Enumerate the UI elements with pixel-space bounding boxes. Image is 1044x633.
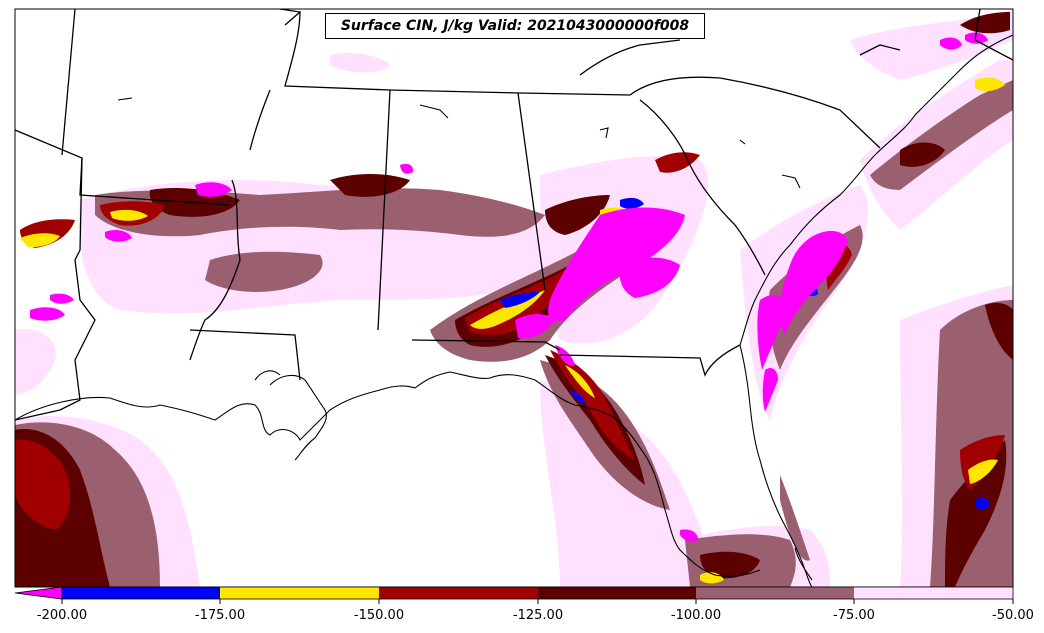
colorbar-bin-5 xyxy=(696,587,854,599)
state-boundaries xyxy=(15,9,1013,421)
colorbar-tick-label: -50.00 xyxy=(992,608,1034,623)
map-title: Surface CIN, J/kg Valid: 2021043000000f0… xyxy=(325,13,705,39)
colorbar-bin-2 xyxy=(220,587,379,599)
colorbar-tick-label: -175.00 xyxy=(194,608,246,623)
colorbar-bin-1 xyxy=(62,587,220,599)
colorbar xyxy=(14,586,1014,604)
colorbar-tick-label: -200.00 xyxy=(36,608,88,623)
colorbar-tick-label: -75.00 xyxy=(833,608,875,623)
colorbar-extend-min xyxy=(14,586,63,600)
colorbar-bin-6 xyxy=(854,587,1013,599)
coastlines xyxy=(15,34,1013,587)
colorbar-tick-label: -125.00 xyxy=(512,608,564,623)
colorbar-tick-label: -100.00 xyxy=(670,608,722,623)
cin-level-yellow xyxy=(20,77,1005,584)
colorbar-ticks xyxy=(61,599,1014,604)
colorbar-bin-4 xyxy=(538,587,696,599)
colorbar-tick-label: -150.00 xyxy=(353,608,405,623)
colorbar-bin-3 xyxy=(379,587,538,599)
cin-field xyxy=(15,10,1013,587)
